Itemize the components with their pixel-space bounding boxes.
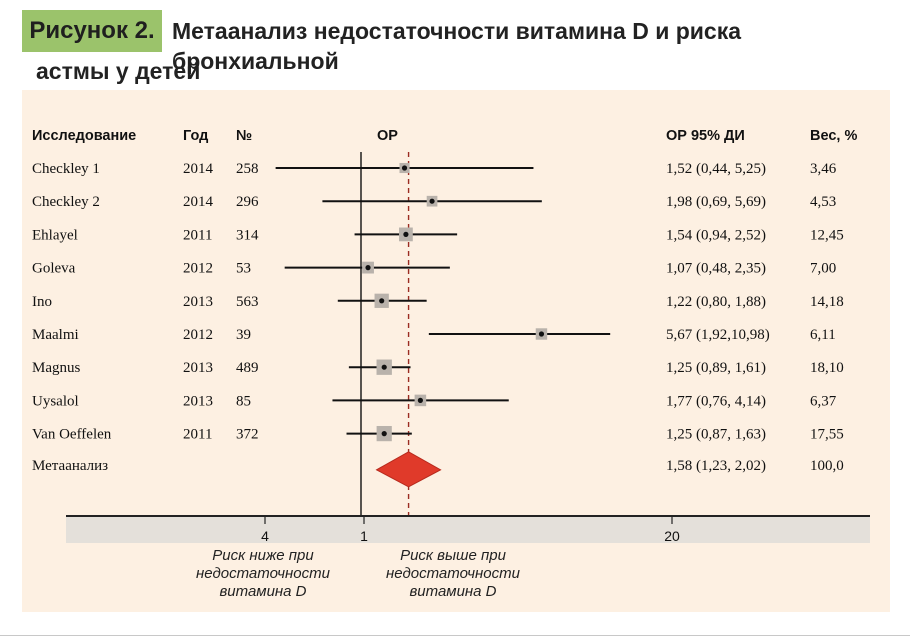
- point-estimate: [429, 198, 435, 204]
- study-weight: 17,55: [810, 427, 844, 443]
- header-study: Исследование: [32, 128, 136, 144]
- point-estimate: [381, 431, 387, 437]
- study-weight: 7,00: [810, 261, 836, 277]
- study-weight: 14,18: [810, 294, 844, 310]
- figure-label: Рисунок 2.: [22, 10, 162, 52]
- study-n: 296: [236, 194, 259, 210]
- study-weight: 6,37: [810, 393, 837, 409]
- annotation-right-line: Риск выше при: [400, 547, 507, 564]
- study-year: 2013: [183, 393, 213, 409]
- study-n: 563: [236, 294, 259, 310]
- study-name: Maalmi: [32, 327, 79, 343]
- study-name: Goleva: [32, 261, 76, 277]
- point-estimate: [403, 231, 409, 237]
- point-estimate: [379, 298, 385, 304]
- x-axis-band: [66, 516, 870, 543]
- study-name: Uysalol: [32, 393, 79, 409]
- header-effect: ОР: [377, 128, 398, 144]
- point-estimate: [538, 331, 545, 337]
- study-weight: 12,45: [810, 227, 844, 243]
- x-tick-label: 20: [664, 528, 680, 544]
- point-estimate: [365, 265, 371, 271]
- study-n: 53: [236, 261, 251, 277]
- study-year: 2013: [183, 294, 213, 310]
- annotation-right-line: недостаточности: [386, 565, 521, 582]
- study-weight: 4,53: [810, 194, 836, 210]
- study-year: 2014: [183, 194, 214, 210]
- study-name: Ino: [32, 294, 52, 310]
- study-ci: 1,54 (0,94, 2,52): [666, 227, 766, 243]
- study-rows: Checkley 1 2014 258 1,52 (0,44, 5,25) 3,46 Ch…: [32, 161, 844, 474]
- study-ci: 1,25 (0,87, 1,63): [666, 427, 766, 443]
- study-n: 39: [236, 327, 251, 343]
- study-ci: 1,25 (0,89, 1,61): [666, 360, 766, 376]
- annotation-right-line: витамина D: [409, 583, 496, 600]
- figure-title: Метаанализ недостаточности витамина D и …: [36, 16, 892, 84]
- column-headers: Исследование Год № ОР ОР 95% ДИ Вес, %: [32, 128, 857, 144]
- study-ci: 5,67 (1,92,10,98): [666, 327, 770, 343]
- study-ci: 1,22 (0,80, 1,88): [666, 294, 766, 310]
- study-name: Checkley 2: [32, 194, 100, 210]
- pooled-weight: 100,0: [810, 458, 844, 474]
- figure-title-line1: Метаанализ недостаточности витамина D и …: [172, 18, 742, 74]
- study-ci: 1,07 (0,48, 2,35): [666, 261, 766, 277]
- study-n: 372: [236, 427, 259, 443]
- study-name: Checkley 1: [32, 161, 100, 177]
- study-weight: 6,11: [810, 327, 836, 343]
- study-name: Van Oeffelen: [32, 427, 112, 443]
- study-n: 314: [236, 227, 259, 243]
- study-name: Ehlayel: [32, 227, 78, 243]
- header-ci: ОР 95% ДИ: [666, 128, 745, 144]
- x-tick-label: 4: [261, 528, 269, 544]
- study-year: 2013: [183, 360, 213, 376]
- study-ci: 1,77 (0,76, 4,14): [666, 393, 766, 409]
- study-name: Magnus: [32, 360, 80, 376]
- annotation-left-line: Риск ниже при: [212, 547, 314, 564]
- annotation-left-line: недостаточности: [196, 565, 331, 582]
- annotation-left-line: витамина D: [219, 583, 306, 600]
- pooled-name: Метаанализ: [32, 458, 108, 474]
- study-weight: 3,46: [810, 161, 837, 177]
- forest-marks: [275, 152, 611, 516]
- point-estimate: [401, 165, 408, 171]
- pooled-ci: 1,58 (1,23, 2,02): [666, 458, 766, 474]
- study-year: 2011: [183, 427, 212, 443]
- study-year: 2012: [183, 327, 213, 343]
- study-year: 2011: [183, 227, 212, 243]
- study-n: 489: [236, 360, 259, 376]
- study-n: 85: [236, 393, 251, 409]
- x-axis: 4 1 20: [66, 515, 870, 544]
- study-ci: 1,98 (0,69, 5,69): [666, 194, 766, 210]
- study-ci: 1,52 (0,44, 5,25): [666, 161, 766, 177]
- pooled-diamond: [375, 451, 442, 488]
- study-weight: 18,10: [810, 360, 844, 376]
- bottom-divider: [0, 635, 910, 636]
- x-tick-label: 1: [360, 528, 368, 544]
- study-n: 258: [236, 161, 259, 177]
- study-year: 2012: [183, 261, 213, 277]
- header-weight: Вес, %: [810, 128, 857, 144]
- point-estimate: [417, 397, 423, 403]
- study-year: 2014: [183, 161, 214, 177]
- header-n: №: [236, 128, 252, 144]
- header-year: Год: [183, 128, 208, 144]
- figure-title-line2: астмы у детей: [36, 58, 201, 84]
- point-estimate: [381, 364, 387, 370]
